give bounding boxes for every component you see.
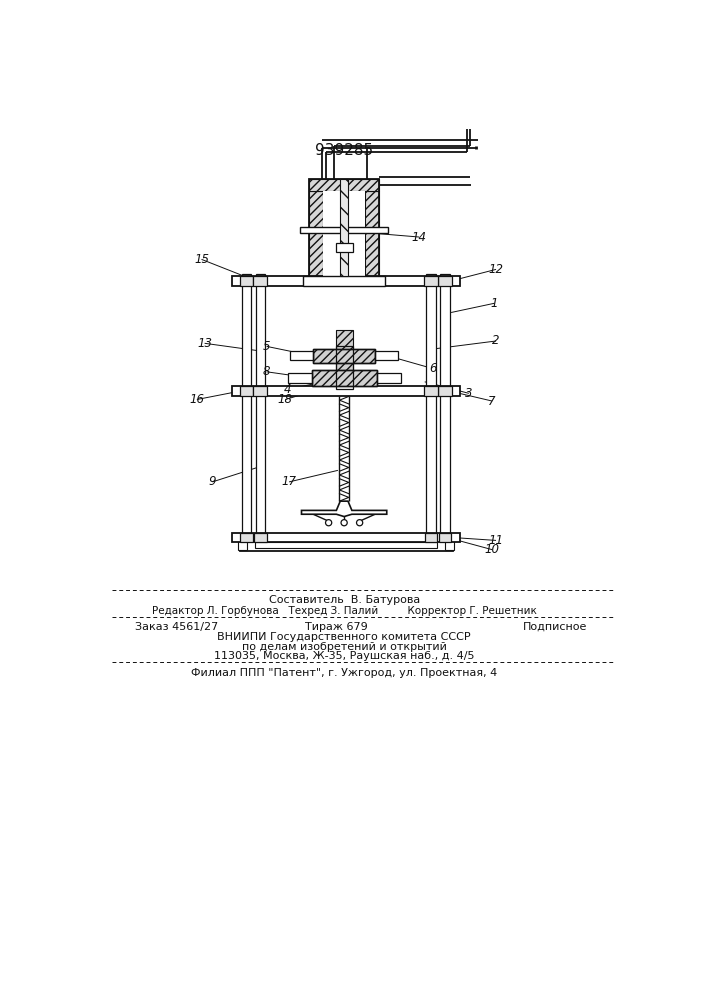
- Bar: [232, 276, 460, 286]
- Bar: [438, 386, 452, 396]
- Bar: [445, 539, 454, 550]
- Text: 5: 5: [263, 340, 270, 353]
- Bar: [378, 373, 401, 383]
- Bar: [253, 386, 267, 396]
- Text: 15: 15: [194, 253, 209, 266]
- Text: 17: 17: [281, 475, 297, 488]
- Text: 12: 12: [489, 263, 503, 276]
- Bar: [375, 351, 398, 360]
- Text: Редактор Л. Горбунова   Техред З. Палий         Корректор Г. Решетник: Редактор Л. Горбунова Техред З. Палий Ко…: [152, 606, 537, 616]
- Bar: [240, 276, 253, 286]
- Bar: [336, 346, 353, 389]
- Circle shape: [356, 520, 363, 526]
- Bar: [438, 276, 452, 286]
- Bar: [425, 533, 437, 542]
- Text: 18: 18: [278, 393, 293, 406]
- Bar: [323, 191, 365, 276]
- Bar: [309, 179, 379, 191]
- Text: 14: 14: [411, 231, 427, 244]
- Bar: [253, 276, 267, 286]
- Text: 6: 6: [429, 362, 437, 375]
- Polygon shape: [301, 501, 387, 517]
- Bar: [288, 373, 312, 383]
- Bar: [424, 276, 438, 286]
- Circle shape: [325, 520, 332, 526]
- Bar: [255, 542, 437, 548]
- Circle shape: [341, 520, 347, 526]
- Bar: [290, 351, 313, 360]
- Bar: [312, 370, 378, 386]
- Text: 16: 16: [189, 393, 204, 406]
- Text: 11: 11: [489, 534, 503, 547]
- Bar: [312, 370, 378, 386]
- Bar: [340, 179, 348, 276]
- Bar: [303, 276, 385, 286]
- Text: 4: 4: [284, 383, 291, 396]
- Bar: [424, 386, 438, 396]
- Text: ВНИИПИ Государственного комитета СССР: ВНИИПИ Государственного комитета СССР: [217, 632, 471, 642]
- Text: Филиал ППП "Патент", г. Ужгород, ул. Проектная, 4: Филиал ППП "Патент", г. Ужгород, ул. Про…: [191, 668, 497, 678]
- Text: Заказ 4561/27: Заказ 4561/27: [135, 622, 218, 632]
- Text: 7: 7: [489, 395, 496, 408]
- Bar: [438, 533, 451, 542]
- Bar: [300, 227, 388, 233]
- Bar: [256, 274, 265, 536]
- Text: 10: 10: [485, 543, 500, 556]
- Bar: [440, 274, 450, 536]
- Bar: [336, 243, 353, 252]
- Text: по делам изобретений и открытий: по делам изобретений и открытий: [242, 642, 447, 652]
- Bar: [313, 349, 375, 363]
- Text: 13: 13: [197, 337, 212, 350]
- Text: Тираж 679: Тираж 679: [305, 622, 368, 632]
- Bar: [255, 533, 267, 542]
- Bar: [313, 349, 375, 363]
- Bar: [309, 179, 379, 276]
- Bar: [240, 533, 252, 542]
- Text: 939285: 939285: [315, 143, 373, 158]
- Text: 113035, Москва, Ж-35, Раушская наб., д. 4/5: 113035, Москва, Ж-35, Раушская наб., д. …: [214, 651, 474, 661]
- Bar: [242, 274, 251, 536]
- Text: 2: 2: [492, 334, 500, 347]
- Bar: [232, 386, 460, 396]
- Text: Составитель  В. Батурова: Составитель В. Батурова: [269, 595, 420, 605]
- Bar: [240, 536, 452, 551]
- Text: 8: 8: [263, 365, 270, 378]
- Text: 3: 3: [465, 387, 473, 400]
- Bar: [309, 191, 323, 276]
- Bar: [238, 539, 247, 550]
- Bar: [365, 191, 379, 276]
- Bar: [426, 274, 436, 536]
- Text: 1: 1: [491, 297, 498, 310]
- Bar: [240, 386, 253, 396]
- Bar: [232, 533, 460, 542]
- Bar: [336, 330, 353, 370]
- Text: Подписное: Подписное: [522, 622, 587, 632]
- Text: 9: 9: [209, 475, 216, 488]
- Bar: [260, 393, 429, 536]
